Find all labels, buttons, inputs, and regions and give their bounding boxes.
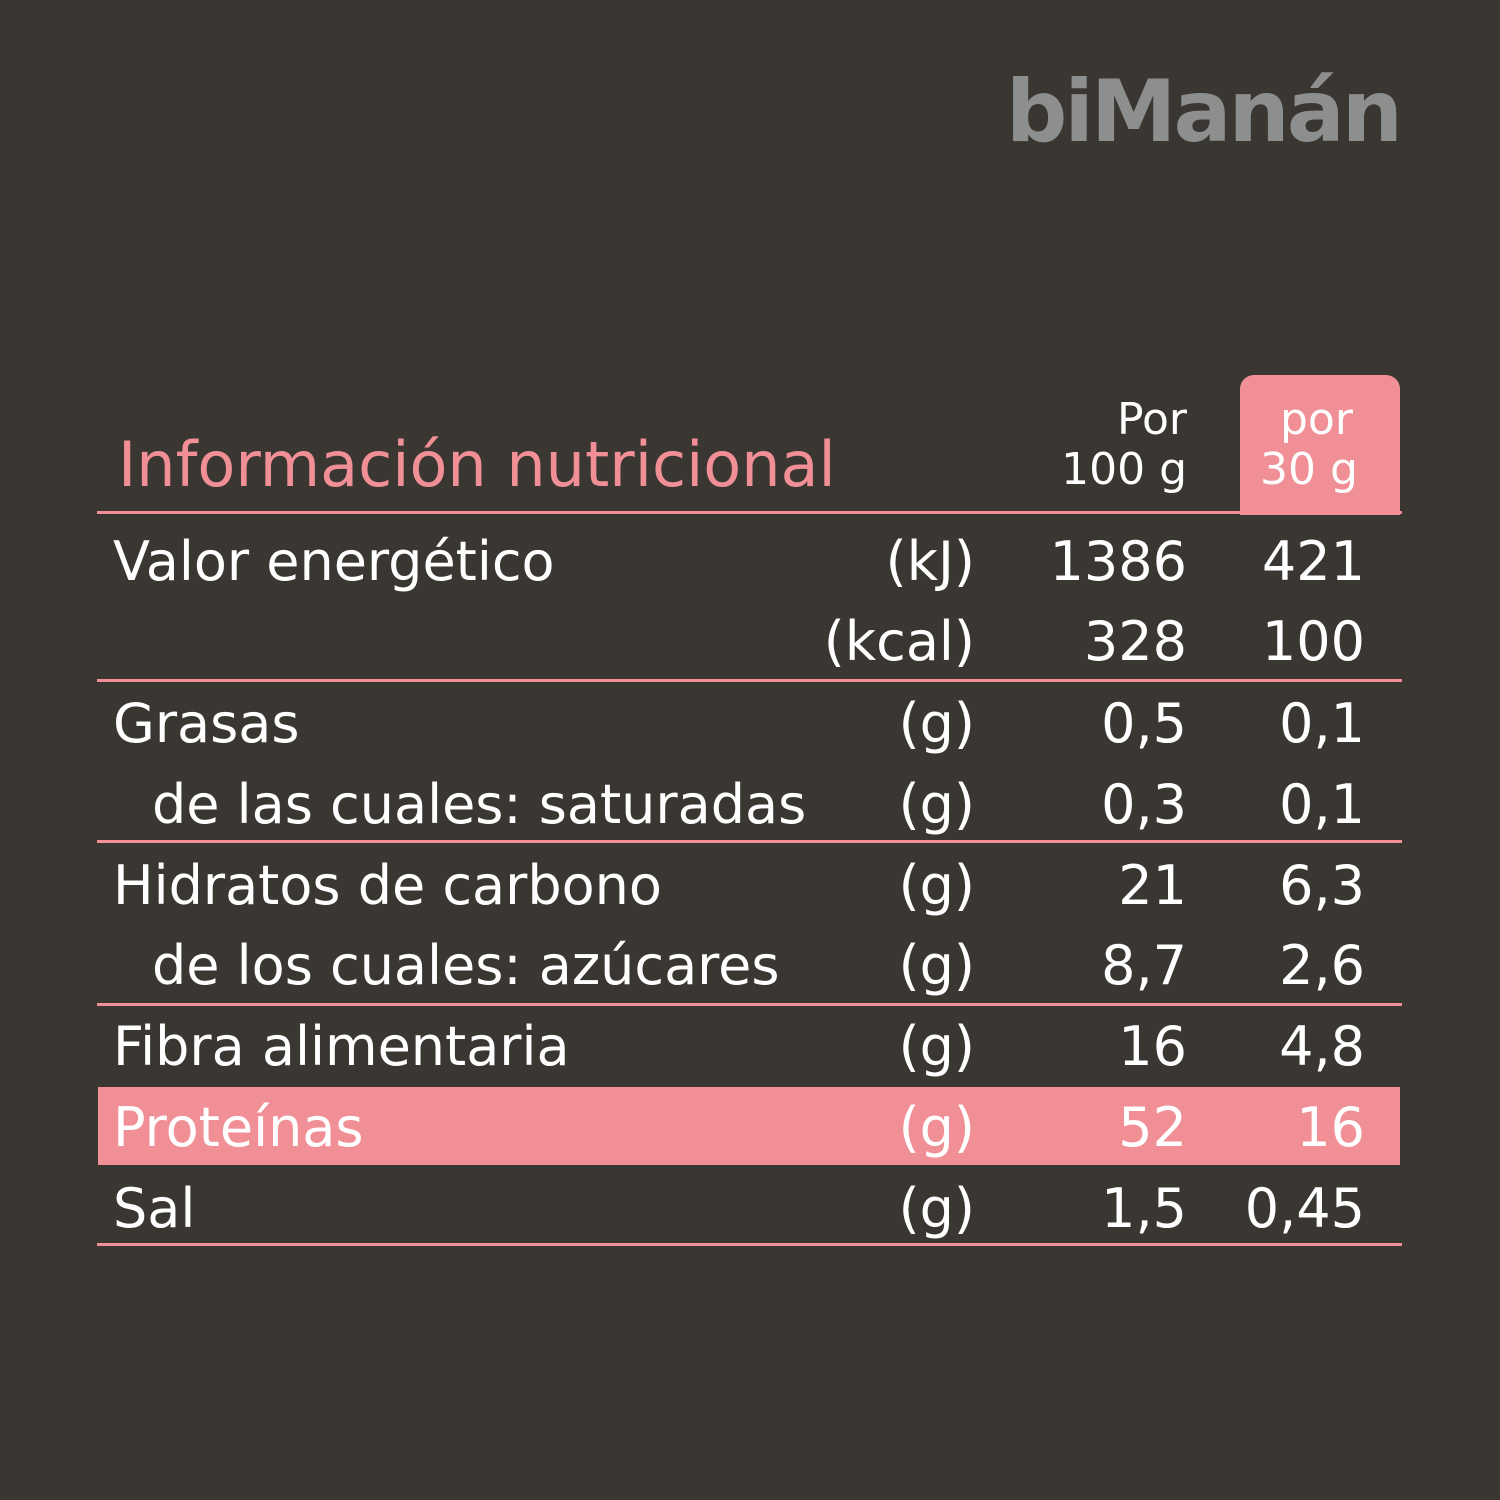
value-per-30g: 2,6 <box>1279 934 1365 997</box>
separator <box>97 1003 1402 1006</box>
value-per-100g: 8,7 <box>1101 934 1187 997</box>
value-per-30g: 100 <box>1261 610 1365 673</box>
header-line: 100 g <box>1061 444 1187 495</box>
separator <box>97 511 1402 514</box>
row-label: Proteínas <box>113 1096 364 1159</box>
value-per-100g: 0,5 <box>1101 692 1187 755</box>
unit: (g) <box>898 1015 975 1078</box>
row-label: Fibra alimentaria <box>113 1015 570 1078</box>
header-highlight <box>1240 375 1400 515</box>
value-per-100g: 0,3 <box>1101 773 1187 836</box>
unit: (g) <box>898 1177 975 1240</box>
value-per-30g: 4,8 <box>1279 1015 1365 1078</box>
row-label: Sal <box>113 1177 196 1240</box>
value-per-30g: 0,1 <box>1279 692 1365 755</box>
separator <box>97 840 1402 843</box>
brand-logo: biManán <box>1005 62 1403 162</box>
separator <box>97 1243 1402 1246</box>
separator <box>97 679 1402 682</box>
column-header: Por 100 g <box>1061 395 1187 495</box>
header-line: por <box>1280 394 1353 445</box>
row-label: de los cuales: azúcares <box>152 934 780 997</box>
value-per-30g: 16 <box>1296 1096 1365 1159</box>
value-per-100g: 21 <box>1118 854 1187 917</box>
value-per-100g: 1386 <box>1049 530 1187 593</box>
unit: (g) <box>898 773 975 836</box>
unit: (kcal) <box>823 610 975 673</box>
header-line: Por <box>1117 394 1187 445</box>
row-label: Hidratos de carbono <box>113 854 662 917</box>
value-per-30g: 0,45 <box>1244 1177 1365 1240</box>
value-per-100g: 328 <box>1083 610 1187 673</box>
value-per-30g: 6,3 <box>1279 854 1365 917</box>
value-per-100g: 1,5 <box>1101 1177 1187 1240</box>
unit: (g) <box>898 1096 975 1159</box>
column-header: por 30 g <box>1260 395 1358 495</box>
value-per-100g: 16 <box>1118 1015 1187 1078</box>
row-label: de las cuales: saturadas <box>152 773 807 836</box>
value-per-30g: 0,1 <box>1279 773 1365 836</box>
unit: (kJ) <box>885 530 975 593</box>
header-line: 30 g <box>1260 444 1358 495</box>
unit: (g) <box>898 692 975 755</box>
table-title: Información nutricional <box>118 428 836 501</box>
unit: (g) <box>898 934 975 997</box>
unit: (g) <box>898 854 975 917</box>
row-label: Grasas <box>113 692 300 755</box>
value-per-100g: 52 <box>1118 1096 1187 1159</box>
row-label: Valor energético <box>113 530 555 593</box>
value-per-30g: 421 <box>1261 530 1365 593</box>
row-highlight <box>98 1087 1400 1165</box>
